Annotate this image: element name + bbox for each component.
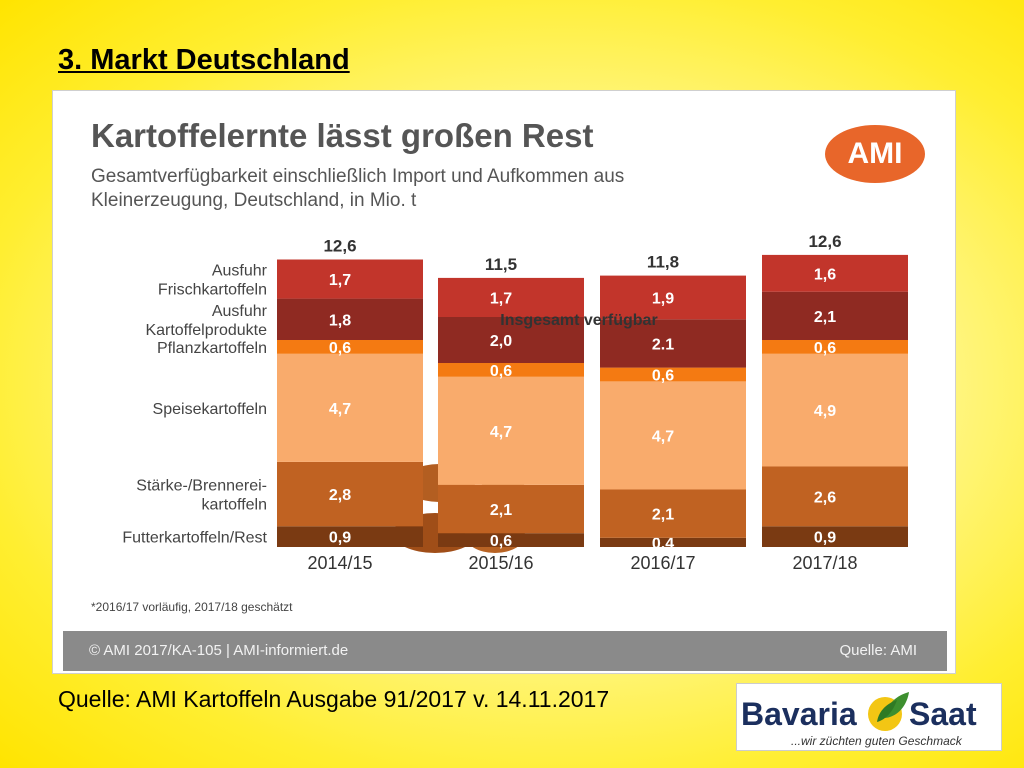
stacked-bar-chart: Futterkartoffeln/Rest Stärke-/Brennerei-k… — [91, 232, 908, 614]
data-label: 4,7 — [329, 401, 351, 418]
legend-label: Pflanzkartoffeln — [157, 340, 267, 357]
slide-title: 3. Markt Deutschland — [58, 44, 350, 76]
data-label: 1,9 — [652, 290, 674, 307]
bar-segment — [277, 340, 423, 354]
ami-logo: AMI — [825, 125, 925, 183]
chart-footer: © AMI 2017/KA-105 | AMI-informiert.de Qu… — [63, 631, 947, 671]
legend-label: Kartoffelprodukte — [145, 322, 267, 339]
data-label: 0,6 — [652, 368, 674, 385]
bar-segment — [277, 353, 423, 462]
bar-segment — [277, 298, 423, 340]
bar-segment — [600, 367, 746, 382]
legend-label: Futterkartoffeln/Rest — [122, 530, 267, 547]
data-label: 2,1 — [814, 309, 836, 326]
data-label: 0,6 — [814, 340, 836, 357]
chart-subtitle: Gesamtverfügbarkeit einschließlich Impor… — [91, 166, 625, 211]
total-label: 11,5 — [485, 255, 517, 274]
chart-title: Kartoffelernte lässt großen Rest — [91, 117, 594, 154]
copyright-text: © AMI 2017/KA-105 | AMI-informiert.de — [89, 642, 349, 659]
x-tick-label: 2015/16 — [468, 553, 533, 573]
legend-label: kartoffeln — [201, 497, 267, 514]
chart-inner: Kartoffelernte lässt großen Rest Gesamtv… — [63, 97, 947, 671]
bar-segment — [762, 291, 908, 340]
brand-name-right: Saat — [909, 696, 977, 732]
bar-segment — [762, 254, 908, 292]
bar-segment — [762, 340, 908, 354]
legend-label: Frischkartoffeln — [158, 282, 267, 299]
bar-segment — [600, 275, 746, 320]
bar-segment — [277, 259, 423, 299]
legend-label: Ausfuhr — [212, 263, 268, 280]
data-label: 2.1 — [652, 336, 674, 353]
chart-card: Kartoffelernte lässt großen Rest Gesamtv… — [52, 90, 956, 674]
leaf-emblem-icon — [868, 692, 909, 731]
data-label: 0,9 — [814, 530, 836, 547]
data-label: 0,4 — [652, 535, 674, 552]
bar-segment — [600, 319, 746, 368]
x-tick-label: 2014/15 — [307, 553, 372, 573]
bar-segment — [277, 526, 423, 547]
legend-label: Stärke-/Brennerei- — [136, 478, 267, 495]
brand-name-left: Bavaria — [741, 696, 857, 732]
legend-label: Speisekartoffeln — [153, 401, 267, 418]
data-label: 4,7 — [490, 424, 512, 441]
slide-source: Quelle: AMI Kartoffeln Ausgabe 91/2017 v… — [58, 686, 610, 712]
x-tick-label: 2016/17 — [630, 553, 695, 573]
bar-segment — [600, 381, 746, 490]
data-label: 4,7 — [652, 428, 674, 445]
total-label: 12,6 — [808, 232, 841, 251]
data-label: 4,9 — [814, 403, 836, 420]
bar-segment — [600, 537, 746, 547]
bar-segment — [438, 363, 584, 377]
data-label: 1,6 — [814, 266, 836, 283]
data-label: 1,7 — [490, 290, 512, 307]
bavaria-saat-logo: Bavaria Saat ...wir züchten guten Geschm… — [736, 683, 1002, 751]
data-label: 2,8 — [329, 487, 351, 504]
data-label: 0,6 — [490, 533, 512, 550]
bar-segment — [438, 533, 584, 547]
data-label: 2,1 — [490, 502, 512, 519]
brand-slogan: ...wir züchten guten Geschmack — [791, 734, 962, 748]
data-label: 2,1 — [652, 507, 674, 524]
data-label: 0,9 — [329, 530, 351, 547]
data-label: 2,6 — [814, 489, 836, 506]
chart-source-text: Quelle: AMI — [839, 642, 917, 659]
chart-footnote: *2016/17 vorläufig, 2017/18 geschätzt — [91, 600, 293, 614]
bar-segment — [277, 461, 423, 527]
bar-segment — [762, 466, 908, 527]
bar-segment — [762, 353, 908, 467]
bar-segment — [438, 317, 584, 363]
bar-segment — [438, 277, 584, 317]
bar-segment — [600, 489, 746, 538]
legend-label: Ausfuhr — [212, 303, 268, 320]
data-label: 0,6 — [329, 340, 351, 357]
data-label: 2,0 — [490, 333, 512, 350]
data-label: 1,7 — [329, 272, 351, 289]
total-available-label: Insgesamt verfügbar — [500, 312, 657, 329]
total-label: 12,6 — [323, 237, 356, 256]
data-label: 0,6 — [490, 363, 512, 380]
x-tick-label: 2017/18 — [792, 553, 857, 573]
bar-segment — [438, 376, 584, 485]
total-label: 11,8 — [647, 253, 679, 272]
bar-segment — [762, 526, 908, 547]
data-label: 1,8 — [329, 312, 351, 329]
bar-segment — [438, 484, 584, 534]
